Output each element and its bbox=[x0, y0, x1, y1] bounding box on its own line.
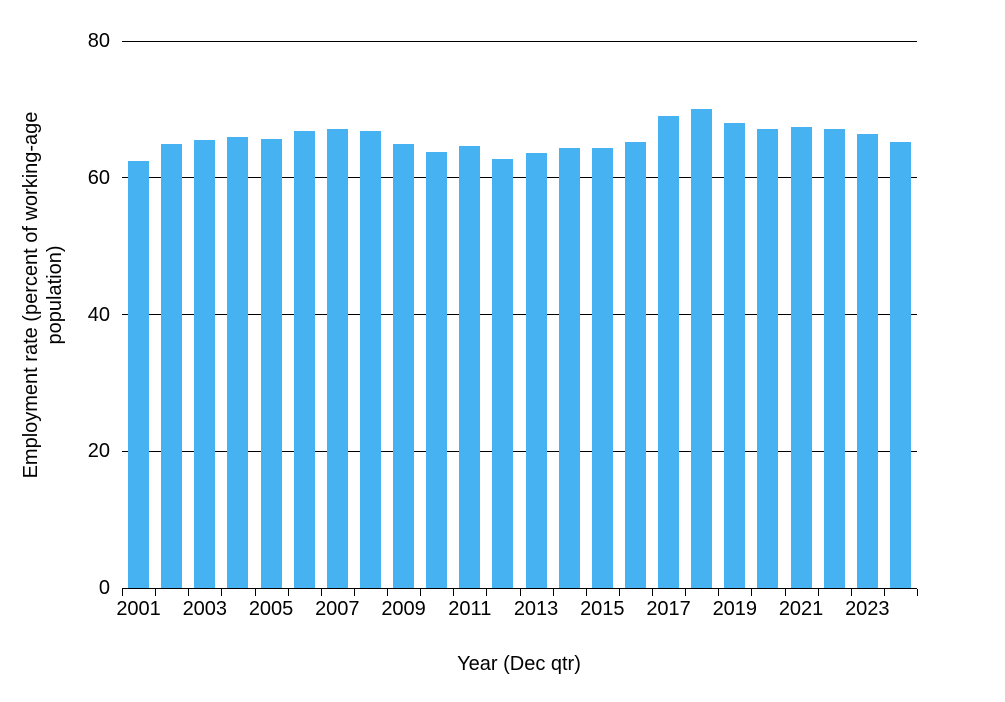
x-tick-label-2017: 2017 bbox=[646, 598, 691, 620]
y-axis-title-line1: Employment rate (percent of working-age bbox=[20, 111, 42, 479]
x-tick-label-2007: 2007 bbox=[315, 598, 360, 620]
x-axis-tick-12 bbox=[519, 588, 521, 596]
x-axis-tick-6 bbox=[320, 588, 322, 596]
x-axis-tick-14 bbox=[585, 588, 587, 596]
bar-2013 bbox=[525, 153, 547, 588]
x-axis-tick-3 bbox=[221, 588, 223, 596]
x-axis-tick-0 bbox=[122, 588, 123, 596]
x-axis-tick-10 bbox=[453, 588, 455, 596]
bar-2009 bbox=[393, 144, 415, 588]
bar-2015 bbox=[591, 147, 613, 588]
x-tick-label-2023: 2023 bbox=[845, 598, 890, 620]
x-axis-tick-19 bbox=[751, 588, 753, 596]
bar-2010 bbox=[426, 152, 448, 588]
bar-2007 bbox=[326, 129, 348, 588]
x-axis-line bbox=[122, 587, 917, 589]
bar-2024 bbox=[889, 141, 911, 588]
bar-2017 bbox=[658, 116, 680, 588]
x-axis-tick-4 bbox=[254, 588, 256, 596]
bar-2022 bbox=[823, 128, 845, 588]
bar-2001 bbox=[128, 161, 150, 588]
x-axis-tick-21 bbox=[817, 588, 819, 596]
x-axis-tick-15 bbox=[618, 588, 620, 596]
y-tick-label-0: 0 bbox=[98, 577, 110, 599]
bar-2014 bbox=[558, 148, 580, 588]
x-axis-tick-11 bbox=[486, 588, 488, 596]
x-tick-label-2003: 2003 bbox=[182, 598, 228, 620]
gridline-20 bbox=[122, 450, 917, 452]
x-axis-tick-16 bbox=[652, 588, 653, 596]
gridline-60 bbox=[122, 177, 917, 179]
x-axis-tick-24 bbox=[917, 588, 918, 596]
x-tick-label-2019: 2019 bbox=[712, 598, 758, 620]
x-axis-title: Year (Dec qtr) bbox=[457, 653, 581, 675]
x-axis-tick-23 bbox=[883, 588, 885, 596]
bar-2021 bbox=[790, 127, 812, 588]
x-tick-label-2001: 2001 bbox=[116, 598, 161, 620]
y-axis-title-line2: population) bbox=[44, 245, 66, 345]
bar-2012 bbox=[492, 159, 514, 588]
bar-2004 bbox=[227, 137, 249, 588]
x-tick-label-2005: 2005 bbox=[248, 598, 294, 620]
x-axis-tick-22 bbox=[850, 588, 852, 596]
x-axis-tick-18 bbox=[718, 588, 720, 596]
x-axis-tick-1 bbox=[155, 588, 157, 596]
x-tick-label-2015: 2015 bbox=[580, 598, 625, 620]
y-tick-label-40: 40 bbox=[87, 303, 110, 326]
bar-2011 bbox=[459, 145, 481, 588]
bar-2006 bbox=[293, 131, 315, 588]
x-axis-tick-20 bbox=[784, 588, 786, 596]
x-axis-tick-17 bbox=[685, 588, 687, 596]
x-tick-label-2013: 2013 bbox=[513, 598, 559, 620]
y-tick-label-20: 20 bbox=[87, 440, 110, 463]
x-tick-label-2021: 2021 bbox=[778, 598, 824, 620]
bar-2019 bbox=[724, 123, 746, 588]
bar-2008 bbox=[359, 130, 381, 588]
bar-2023 bbox=[856, 133, 878, 588]
x-axis-tick-2 bbox=[188, 588, 190, 596]
y-tick-label-80: 80 bbox=[87, 30, 110, 52]
bar-2018 bbox=[691, 109, 713, 588]
x-tick-label-2009: 2009 bbox=[381, 598, 426, 620]
bar-2003 bbox=[194, 140, 216, 588]
x-axis-tick-8 bbox=[387, 588, 388, 596]
x-axis-tick-5 bbox=[287, 588, 289, 596]
gridline-40 bbox=[122, 314, 917, 315]
x-axis-tick-7 bbox=[353, 588, 355, 596]
bar-2016 bbox=[624, 141, 646, 588]
x-tick-label-2011: 2011 bbox=[448, 598, 492, 620]
bar-2020 bbox=[757, 128, 779, 588]
y-tick-label-60: 60 bbox=[87, 166, 110, 189]
bar-2002 bbox=[161, 143, 183, 588]
y-axis-title: Employment rate (percent of working-age … bbox=[19, 112, 67, 479]
x-axis-tick-13 bbox=[552, 588, 554, 596]
bar-2005 bbox=[260, 138, 282, 588]
gridline-80 bbox=[122, 40, 917, 42]
x-axis-tick-9 bbox=[420, 588, 422, 596]
